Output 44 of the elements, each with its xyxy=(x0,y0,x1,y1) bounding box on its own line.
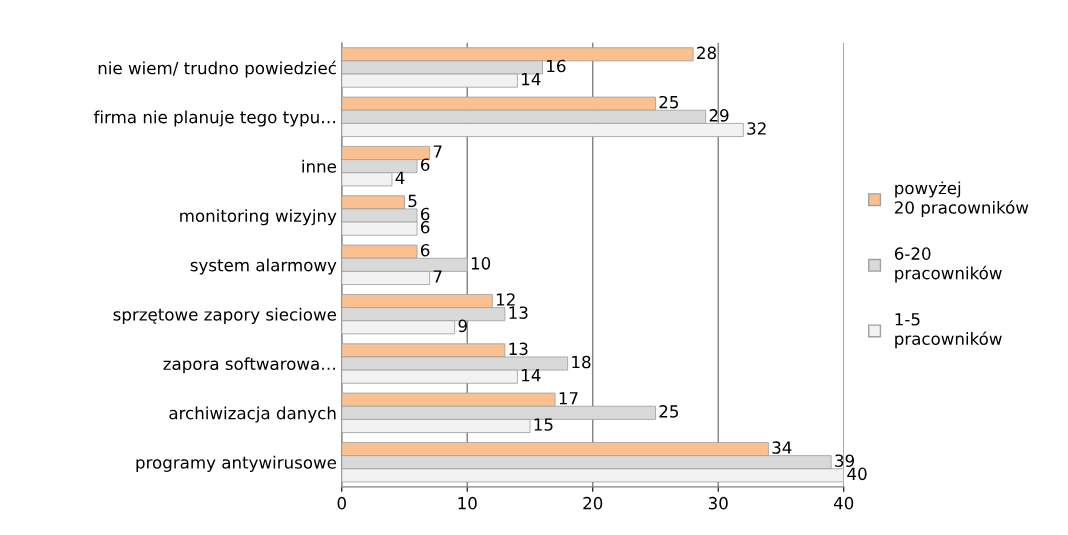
y-tick-label: system alarmowy xyxy=(190,258,337,275)
x-tick-label: 30 xyxy=(708,496,728,510)
data-label: 4 xyxy=(395,171,405,184)
data-label: 6 xyxy=(421,207,430,221)
y-tick-label: archiwizacja danych xyxy=(169,406,336,423)
data-label: 39 xyxy=(835,454,854,468)
data-label: 6 xyxy=(421,243,430,257)
data-label: 34 xyxy=(772,441,792,454)
y-tick-label: sprzętowe zapory sieciowe xyxy=(113,307,337,324)
y-tick-label: inne xyxy=(302,159,337,173)
data-label: 15 xyxy=(534,418,553,431)
x-tick-label: 0 xyxy=(337,496,346,510)
y-tick-label: nie wiem/ trudno powiedzieć xyxy=(98,60,336,78)
data-label: 6 xyxy=(421,158,430,171)
data-label: 13 xyxy=(509,342,528,356)
data-label: 40 xyxy=(847,467,867,481)
legend-label: powyżej 20 pracowników xyxy=(894,181,1029,218)
y-tick-label: zapora softwarowa… xyxy=(163,357,335,374)
data-label: 5 xyxy=(408,194,417,208)
data-label: 14 xyxy=(522,369,541,382)
x-tick-label: 10 xyxy=(458,496,477,510)
data-label: 12 xyxy=(496,293,515,306)
x-tick-label: 20 xyxy=(583,496,603,510)
y-tick-label: firma nie planuje tego typu… xyxy=(93,110,335,127)
data-label: 25 xyxy=(659,405,679,418)
data-label: 9 xyxy=(458,319,467,333)
data-label: 6 xyxy=(421,220,430,234)
data-label: 10 xyxy=(471,257,491,270)
data-label: 7 xyxy=(433,270,442,283)
data-label: 29 xyxy=(709,109,729,122)
data-label: 18 xyxy=(572,355,591,369)
x-tick-label: 40 xyxy=(833,496,854,510)
data-label: 28 xyxy=(697,46,716,60)
legend-label: 6-20 pracowników xyxy=(894,247,1002,283)
data-label: 32 xyxy=(747,122,766,135)
legend-label: 1-5 pracowników xyxy=(895,313,1002,349)
data-label: 25 xyxy=(659,95,679,109)
y-tick-label: monitoring wizyjny xyxy=(180,209,337,226)
data-label: 7 xyxy=(433,145,442,158)
y-tick-label: programy antywirusowe xyxy=(136,455,337,472)
data-label: 17 xyxy=(559,392,578,405)
data-label: 14 xyxy=(522,73,541,86)
data-label: 16 xyxy=(547,59,566,73)
data-label: 13 xyxy=(509,306,528,319)
